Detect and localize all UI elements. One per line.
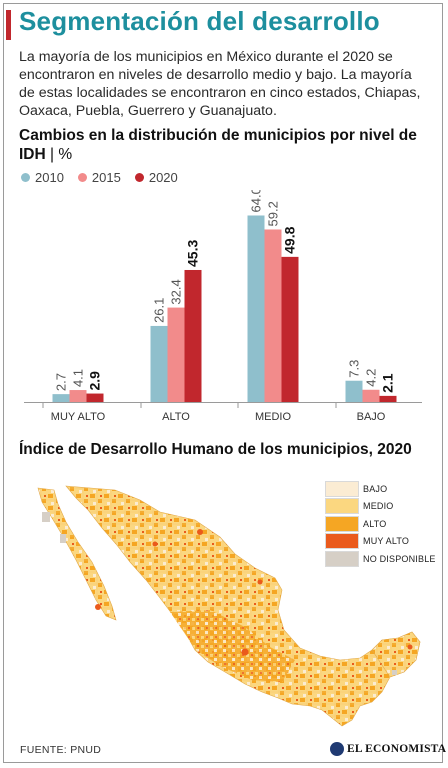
- data-label-alto-2020: 45.3: [185, 240, 201, 267]
- map-central-band: [170, 610, 295, 682]
- mexico-idh-map: [37, 485, 421, 727]
- map-no-data-2: [60, 534, 66, 543]
- map-legend-label-bajo: BAJO: [363, 483, 388, 494]
- data-label-bajo-2010: 7.3: [347, 360, 362, 378]
- x-tick-label-medio: MEDIO: [255, 411, 292, 423]
- legend-label-2010: 2010: [35, 170, 64, 185]
- data-label-alto-2010: 26.1: [152, 298, 167, 323]
- data-label-muy-alto-2010: 2.7: [54, 373, 69, 391]
- bar-alto-2010: [150, 325, 168, 402]
- map-title: Índice de Desarrollo Humano de los munic…: [19, 441, 412, 458]
- x-tick-label-bajo: BAJO: [357, 411, 386, 423]
- map-legend-label-no-disponible: NO DISPONIBLE: [363, 553, 436, 564]
- map-baja-california: [37, 487, 117, 621]
- map-no-data-3: [392, 670, 397, 675]
- bar-chart-title-text: Cambios en la distribución de municipios…: [19, 127, 417, 163]
- bar-alto-2020: [184, 269, 202, 402]
- data-label-medio-2020: 49.8: [282, 226, 298, 253]
- bar-bajo-2020: [379, 395, 397, 402]
- bar-bajo-2010: [345, 380, 363, 402]
- data-label-muy-alto-2015: 4.1: [71, 369, 86, 387]
- map-legend-item-muy-alto: MUY ALTO: [325, 533, 436, 551]
- data-label-alto-2015: 32.4: [169, 279, 184, 304]
- infographic-frame: [3, 3, 443, 763]
- map-legend-swatch-medio: [325, 498, 359, 515]
- legend-dot-2015: [77, 173, 87, 182]
- map-legend-item-medio: MEDIO: [325, 498, 436, 516]
- bar-bajo-2015: [362, 389, 380, 402]
- map-legend-swatch-no-disponible: [325, 550, 359, 567]
- bar-chart: 2.7 4.1 2.9 MUY ALTO 26.132.445.3 ALTO 64.059.…: [24, 190, 422, 423]
- data-label-muy-alto-2020: 2.9: [87, 371, 103, 391]
- map-yucatan: [371, 631, 421, 678]
- brand-mark-icon: [330, 742, 344, 756]
- map-legend-item-alto: ALTO: [325, 515, 436, 533]
- map-legend-item-bajo: BAJO: [325, 480, 436, 498]
- map-very-high-5: [407, 644, 413, 650]
- map-legend-label-muy-alto: MUY ALTO: [363, 536, 410, 547]
- legend-item-2010: 2010: [21, 170, 64, 185]
- map-very-high-3: [241, 648, 249, 656]
- legend-dot-2020: [134, 173, 144, 182]
- title-accent-bar: [6, 10, 11, 40]
- legend-item-2020: 2020: [134, 170, 178, 185]
- bar-chart-legend: 2010 2015 2020: [21, 170, 178, 185]
- page-title: Segmentación del desarrollo: [19, 6, 380, 36]
- map-very-high-4: [257, 579, 263, 585]
- x-tick-label-alto: ALTO: [162, 411, 190, 423]
- bar-muy-alto-2015: [69, 390, 87, 402]
- map-very-high-1: [95, 604, 101, 610]
- map-legend: BAJO MEDIO ALTO MUY ALTO NO DISPONIBLE: [325, 480, 436, 568]
- bar-medio-2015: [264, 229, 282, 402]
- map-legend-label-medio: MEDIO: [363, 501, 394, 512]
- map-legend-swatch-bajo: [325, 480, 359, 497]
- intro-paragraph: La mayoría de los municipios en México d…: [19, 49, 421, 119]
- brand-name: EL ECONOMISTA: [347, 743, 447, 755]
- map-legend-label-alto: ALTO: [363, 518, 387, 529]
- data-label-medio-2010: 64.0: [249, 190, 264, 212]
- map-legend-swatch-alto: [325, 515, 359, 532]
- brand-logo: EL ECONOMISTA: [330, 742, 446, 756]
- legend-item-2015: 2015: [77, 170, 121, 185]
- legend-label-2015: 2015: [91, 170, 121, 185]
- map-no-data-1: [42, 512, 50, 522]
- legend-dot-2010: [21, 173, 30, 182]
- map-very-high-6: [152, 541, 158, 547]
- bar-muy-alto-2020: [86, 393, 104, 402]
- bar-medio-2010: [247, 215, 265, 402]
- bar-alto-2015: [167, 307, 185, 402]
- bar-chart-title: Cambios en la distribución de municipios…: [19, 126, 419, 164]
- source-note: FUENTE: PNUD: [20, 744, 102, 756]
- map-very-high-2: [197, 529, 203, 535]
- legend-label-2020: 2020: [148, 170, 178, 185]
- map-legend-swatch-muy-alto: [325, 533, 359, 550]
- data-label-bajo-2015: 4.2: [364, 369, 379, 387]
- bar-medio-2020: [281, 256, 299, 402]
- bar-muy-alto-2010: [52, 394, 70, 402]
- bar-chart-title-unit: %: [58, 146, 73, 163]
- data-label-medio-2015: 59.2: [266, 201, 281, 226]
- x-tick-label-muy-alto: MUY ALTO: [51, 411, 106, 423]
- map-legend-item-no-disponible: NO DISPONIBLE: [325, 550, 436, 568]
- data-label-bajo-2020: 2.1: [380, 373, 396, 393]
- bar-chart-title-separator: |: [45, 146, 59, 163]
